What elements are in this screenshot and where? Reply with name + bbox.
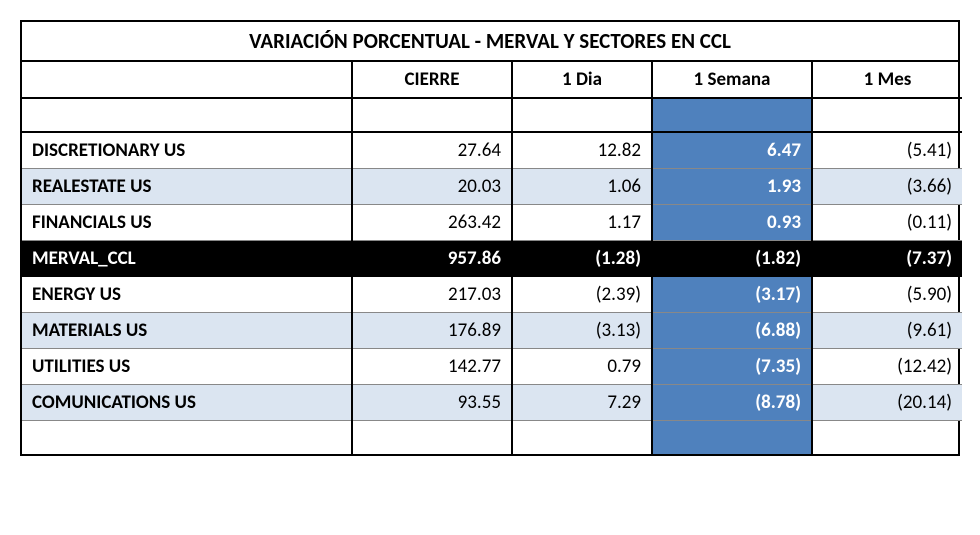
cell-semana: 0.93 [652,204,812,240]
cell-dia: (2.39) [512,276,652,312]
merval-table: VARIACIÓN PORCENTUAL - MERVAL Y SECTORES… [20,20,960,456]
row-name: DISCRETIONARY US [22,132,352,168]
cell-semana: (1.82) [652,240,812,276]
row-name: MATERIALS US [22,312,352,348]
cell-semana: (7.35) [652,348,812,384]
cell-mes: (12.42) [812,348,962,384]
cell-cierre: 20.03 [352,168,512,204]
cell-mes: (20.14) [812,384,962,420]
cell-semana: (6.88) [652,312,812,348]
table-row: MERVAL_CCL957.86(1.28)(1.82)(7.37) [22,240,962,276]
cell-cierre: 176.89 [352,312,512,348]
cell-dia: 7.29 [512,384,652,420]
cell-dia: 12.82 [512,132,652,168]
row-name: UTILITIES US [22,348,352,384]
cell-semana: 6.47 [652,132,812,168]
tail-row [22,420,962,454]
cell-mes: (9.61) [812,312,962,348]
table-title: VARIACIÓN PORCENTUAL - MERVAL Y SECTORES… [22,22,958,62]
table-row: ENERGY US217.03(2.39)(3.17)(5.90) [22,276,962,312]
col-header-cierre: CIERRE [352,62,512,98]
cell-cierre: 957.86 [352,240,512,276]
cell-semana: (3.17) [652,276,812,312]
table-row: COMUNICATIONS US93.557.29(8.78)(20.14) [22,384,962,420]
cell-dia: 1.17 [512,204,652,240]
cell-mes: (5.41) [812,132,962,168]
table-row: MATERIALS US176.89(3.13)(6.88)(9.61) [22,312,962,348]
col-header-semana: 1 Semana [652,62,812,98]
col-header-name [22,62,352,98]
col-header-mes: 1 Mes [812,62,962,98]
table-body: DISCRETIONARY US27.6412.826.47(5.41)REAL… [22,98,962,454]
table-row: UTILITIES US142.770.79(7.35)(12.42) [22,348,962,384]
row-name: FINANCIALS US [22,204,352,240]
spacer-row [22,98,962,132]
row-name: COMUNICATIONS US [22,384,352,420]
table-row: FINANCIALS US263.421.170.93(0.11) [22,204,962,240]
cell-cierre: 93.55 [352,384,512,420]
cell-dia: 0.79 [512,348,652,384]
data-table: CIERRE 1 Dia 1 Semana 1 Mes DISCRETIONAR… [22,62,962,454]
cell-mes: (5.90) [812,276,962,312]
cell-semana: (8.78) [652,384,812,420]
cell-dia: (3.13) [512,312,652,348]
cell-cierre: 217.03 [352,276,512,312]
cell-mes: (0.11) [812,204,962,240]
col-header-dia: 1 Dia [512,62,652,98]
cell-dia: 1.06 [512,168,652,204]
cell-cierre: 142.77 [352,348,512,384]
cell-cierre: 263.42 [352,204,512,240]
row-name: ENERGY US [22,276,352,312]
cell-dia: (1.28) [512,240,652,276]
cell-cierre: 27.64 [352,132,512,168]
header-row: CIERRE 1 Dia 1 Semana 1 Mes [22,62,962,98]
row-name: MERVAL_CCL [22,240,352,276]
table-row: REALESTATE US20.031.061.93(3.66) [22,168,962,204]
table-row: DISCRETIONARY US27.6412.826.47(5.41) [22,132,962,168]
cell-mes: (7.37) [812,240,962,276]
cell-mes: (3.66) [812,168,962,204]
cell-semana: 1.93 [652,168,812,204]
row-name: REALESTATE US [22,168,352,204]
